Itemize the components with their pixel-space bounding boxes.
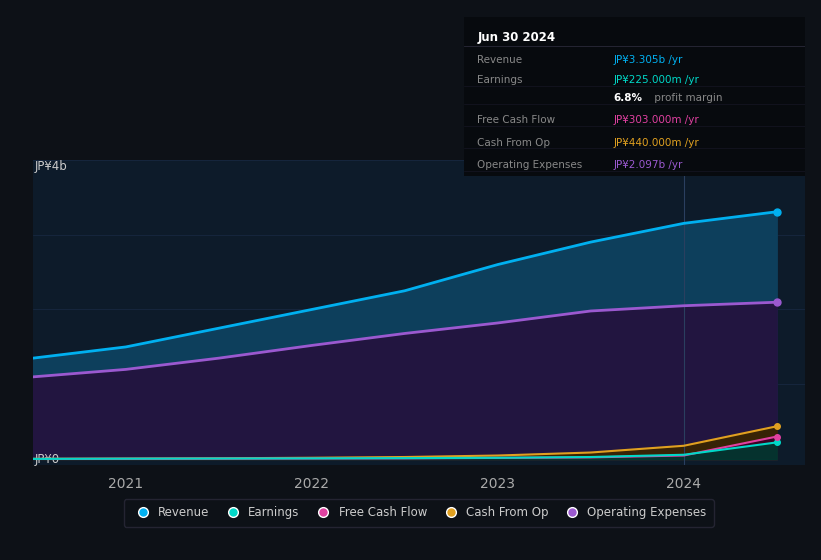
Text: JP¥4b: JP¥4b <box>34 160 67 172</box>
Text: JP¥225.000m /yr: JP¥225.000m /yr <box>614 76 699 86</box>
Text: Earnings: Earnings <box>478 76 523 86</box>
Text: JP¥3.305b /yr: JP¥3.305b /yr <box>614 55 683 65</box>
Text: Cash From Op: Cash From Op <box>478 138 551 148</box>
Text: JP¥440.000m /yr: JP¥440.000m /yr <box>614 138 699 148</box>
Text: JP¥303.000m /yr: JP¥303.000m /yr <box>614 115 699 125</box>
Text: Free Cash Flow: Free Cash Flow <box>478 115 556 125</box>
Legend: Revenue, Earnings, Free Cash Flow, Cash From Op, Operating Expenses: Revenue, Earnings, Free Cash Flow, Cash … <box>124 500 713 526</box>
Text: Jun 30 2024: Jun 30 2024 <box>478 31 556 44</box>
Text: JP¥2.097b /yr: JP¥2.097b /yr <box>614 160 683 170</box>
Text: JP¥0: JP¥0 <box>34 452 59 466</box>
Text: Operating Expenses: Operating Expenses <box>478 160 583 170</box>
Text: 6.8%: 6.8% <box>614 93 643 103</box>
Text: profit margin: profit margin <box>651 93 722 103</box>
Text: Revenue: Revenue <box>478 55 523 65</box>
